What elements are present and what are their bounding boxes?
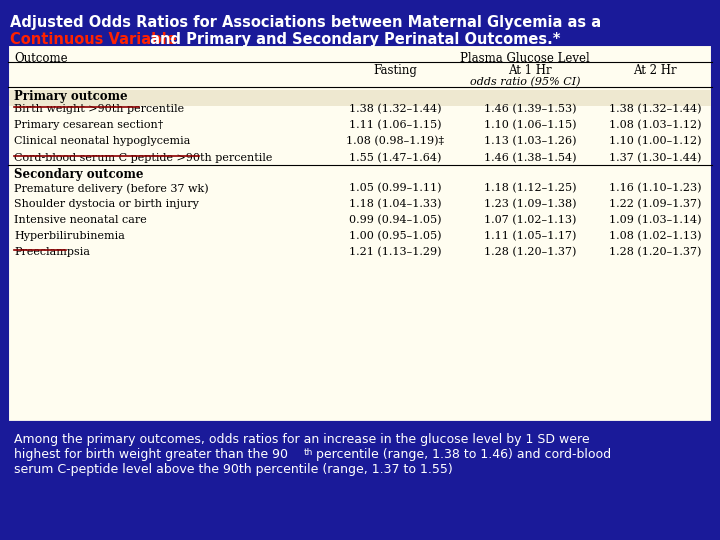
Text: 1.05 (0.99–1.11): 1.05 (0.99–1.11) xyxy=(348,183,441,193)
Text: Primary cesarean section†: Primary cesarean section† xyxy=(14,120,163,130)
Text: 1.22 (1.09–1.37): 1.22 (1.09–1.37) xyxy=(609,199,701,210)
Text: 1.38 (1.32–1.44): 1.38 (1.32–1.44) xyxy=(348,104,441,114)
Text: 1.28 (1.20–1.37): 1.28 (1.20–1.37) xyxy=(609,247,701,258)
Text: Premature delivery (before 37 wk): Premature delivery (before 37 wk) xyxy=(14,183,209,193)
Text: 1.38 (1.32–1.44): 1.38 (1.32–1.44) xyxy=(608,104,701,114)
Text: 1.11 (1.05–1.17): 1.11 (1.05–1.17) xyxy=(484,231,576,241)
Text: 1.13 (1.03–1.26): 1.13 (1.03–1.26) xyxy=(484,136,576,146)
Text: 1.16 (1.10–1.23): 1.16 (1.10–1.23) xyxy=(608,183,701,193)
Text: 1.23 (1.09–1.38): 1.23 (1.09–1.38) xyxy=(484,199,576,210)
Text: 1.08 (1.02–1.13): 1.08 (1.02–1.13) xyxy=(608,231,701,241)
Text: Primary outcome: Primary outcome xyxy=(14,90,127,103)
Text: Birth weight >90th percentile: Birth weight >90th percentile xyxy=(14,104,184,114)
Text: 1.46 (1.39–1.53): 1.46 (1.39–1.53) xyxy=(484,104,576,114)
Text: Shoulder dystocia or birth injury: Shoulder dystocia or birth injury xyxy=(14,199,199,209)
Text: Continuous Variable: Continuous Variable xyxy=(10,32,176,47)
Text: Among the primary outcomes, odds ratios for an increase in the glucose level by : Among the primary outcomes, odds ratios … xyxy=(14,433,590,446)
Text: Intensive neonatal care: Intensive neonatal care xyxy=(14,215,147,225)
Text: 1.10 (1.06–1.15): 1.10 (1.06–1.15) xyxy=(484,120,576,130)
Text: 1.46 (1.38–1.54): 1.46 (1.38–1.54) xyxy=(484,153,576,163)
Text: 1.18 (1.12–1.25): 1.18 (1.12–1.25) xyxy=(484,183,576,193)
Text: Clinical neonatal hypoglycemia: Clinical neonatal hypoglycemia xyxy=(14,136,190,146)
Text: 1.10 (1.00–1.12): 1.10 (1.00–1.12) xyxy=(608,136,701,146)
FancyBboxPatch shape xyxy=(8,427,712,535)
FancyBboxPatch shape xyxy=(8,45,712,422)
Text: 1.00 (0.95–1.05): 1.00 (0.95–1.05) xyxy=(348,231,441,241)
Text: 1.18 (1.04–1.33): 1.18 (1.04–1.33) xyxy=(348,199,441,210)
Text: 1.07 (1.02–1.13): 1.07 (1.02–1.13) xyxy=(484,215,576,225)
Text: 1.21 (1.13–1.29): 1.21 (1.13–1.29) xyxy=(348,247,441,258)
Text: 1.09 (1.03–1.14): 1.09 (1.03–1.14) xyxy=(608,215,701,225)
Text: Cord-blood serum C peptide >90th percentile: Cord-blood serum C peptide >90th percent… xyxy=(14,153,272,163)
FancyBboxPatch shape xyxy=(9,90,711,106)
Text: percentile (range, 1.38 to 1.46) and cord-blood: percentile (range, 1.38 to 1.46) and cor… xyxy=(312,448,611,461)
Text: Hyperbilirubinemia: Hyperbilirubinemia xyxy=(14,231,125,241)
Text: Fasting: Fasting xyxy=(373,64,417,77)
Text: 1.08 (1.03–1.12): 1.08 (1.03–1.12) xyxy=(608,120,701,130)
Text: highest for birth weight greater than the 90: highest for birth weight greater than th… xyxy=(14,448,288,461)
Text: Outcome: Outcome xyxy=(14,52,68,65)
Text: th: th xyxy=(304,448,313,457)
Text: At 1 Hr: At 1 Hr xyxy=(508,64,552,77)
Text: 1.55 (1.47–1.64): 1.55 (1.47–1.64) xyxy=(348,153,441,163)
Text: At 2 Hr: At 2 Hr xyxy=(633,64,677,77)
Text: 1.08 (0.98–1.19)‡: 1.08 (0.98–1.19)‡ xyxy=(346,136,444,146)
Text: and Primary and Secondary Perinatal Outcomes.*: and Primary and Secondary Perinatal Outc… xyxy=(145,32,560,47)
Text: Preeclampsia: Preeclampsia xyxy=(14,247,90,257)
Text: serum C-peptide level above the 90th percentile (range, 1.37 to 1.55): serum C-peptide level above the 90th per… xyxy=(14,463,453,476)
Text: 1.37 (1.30–1.44): 1.37 (1.30–1.44) xyxy=(609,153,701,163)
Text: 1.28 (1.20–1.37): 1.28 (1.20–1.37) xyxy=(484,247,576,258)
Text: odds ratio (95% CI): odds ratio (95% CI) xyxy=(469,77,580,87)
Text: 1.11 (1.06–1.15): 1.11 (1.06–1.15) xyxy=(348,120,441,130)
Text: Secondary outcome: Secondary outcome xyxy=(14,168,143,181)
Text: Plasma Glucose Level: Plasma Glucose Level xyxy=(460,52,590,65)
Text: 0.99 (0.94–1.05): 0.99 (0.94–1.05) xyxy=(348,215,441,225)
Text: Adjusted Odds Ratios for Associations between Maternal Glycemia as a: Adjusted Odds Ratios for Associations be… xyxy=(10,15,601,30)
